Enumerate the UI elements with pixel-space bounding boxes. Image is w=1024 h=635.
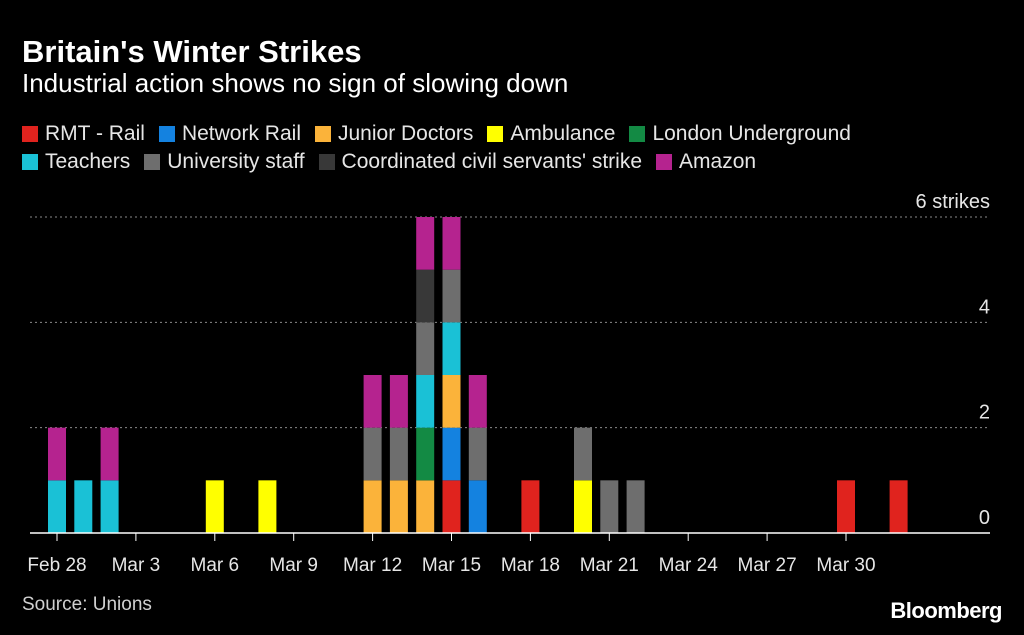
legend-item-university: University staff [144, 150, 305, 174]
x-tick-label: Feb 28 [27, 555, 86, 576]
chart-subtitle: Industrial action shows no sign of slowi… [22, 68, 569, 98]
bar-segment-teachers [48, 480, 66, 533]
y-tick-label: 4 [979, 296, 990, 318]
x-tick-label: Mar 24 [659, 555, 719, 576]
legend-item-network: Network Rail [158, 122, 301, 146]
chart-title: Britain's Winter Strikes [22, 34, 362, 69]
bar-segment-junior [442, 375, 461, 428]
legend-swatch [144, 154, 161, 170]
bar-segment-rmt [442, 480, 461, 533]
legend-item-underground: London Underground [629, 122, 851, 146]
bar-segment-teachers [100, 480, 119, 533]
x-tick-label: Mar 15 [422, 555, 481, 576]
bar-segment-underground [416, 427, 435, 481]
legend-label: Ambulance [510, 122, 616, 145]
legend-row: Teachers University staff Coordinated civi… [22, 148, 1012, 176]
legend-item-amazon: Amazon [656, 150, 756, 174]
x-tick-label: Mar 27 [738, 555, 797, 576]
x-tick-label: Mar 12 [343, 555, 402, 576]
bar-segment-university [468, 427, 487, 481]
legend-item-rmt: RMT - Rail [22, 122, 145, 146]
bar-segment-amazon [363, 375, 382, 428]
bar-segment-civil [416, 269, 435, 323]
x-tick-label: Mar 18 [501, 555, 560, 576]
bar-segment-teachers [416, 375, 435, 428]
bar-segment-junior [363, 480, 382, 533]
bar-segment-ambulance [574, 480, 592, 533]
bar-segment-amazon [48, 427, 66, 481]
bloomberg-logo: Bloomberg [890, 598, 1002, 623]
bar-segment-amazon [416, 217, 435, 270]
legend-label: Teachers [45, 150, 131, 173]
bar-segment-ambulance [258, 480, 277, 533]
x-tick-label: Mar 3 [112, 555, 161, 576]
bar-segment-amazon [442, 217, 461, 270]
legend-swatch [487, 126, 504, 142]
bar-segment-university [626, 480, 645, 533]
bar-segment-university [363, 427, 382, 481]
bar-segment-university [442, 269, 461, 323]
bar-segment-rmt [521, 480, 540, 533]
y-tick-label: 2 [979, 402, 990, 424]
bar-segment-university [416, 322, 435, 375]
bar-segment-amazon [389, 375, 408, 428]
legend-label: University staff [167, 150, 305, 173]
legend: RMT - Rail Network Rail Junior Doctors Ambu… [22, 120, 1012, 176]
bar-segment-rmt [837, 480, 855, 533]
legend-swatch [22, 154, 38, 170]
legend-swatch [158, 126, 175, 142]
legend-swatch [629, 126, 646, 142]
x-tick-label: Mar 9 [269, 555, 318, 576]
bar-segment-network [442, 427, 461, 481]
bar-segment-teachers [442, 322, 461, 375]
bar-segment-network [468, 480, 487, 533]
y-tick-label: 0 [979, 507, 990, 529]
legend-label: Amazon [679, 150, 757, 173]
bar-segment-amazon [100, 427, 119, 481]
bar-segment-amazon [468, 375, 487, 428]
x-tick-label: Mar 30 [816, 555, 875, 576]
bar-segment-university [389, 427, 408, 481]
bar-segment-university [574, 427, 592, 481]
legend-label: RMT - Rail [45, 122, 145, 145]
legend-row: RMT - Rail Network Rail Junior Doctors Ambu… [22, 120, 1012, 148]
y-tick-label: 6 strikes [916, 191, 990, 213]
bar-segment-rmt [889, 480, 908, 533]
legend-label: Junior Doctors [337, 122, 474, 145]
legend-item-junior: Junior Doctors [314, 122, 474, 146]
legend-swatch [656, 154, 673, 170]
legend-item-civil: Coordinated civil servants' strike [318, 150, 643, 174]
legend-swatch [314, 126, 331, 142]
bar-segment-junior [416, 480, 435, 533]
bar-segment-teachers [74, 480, 93, 533]
bar-segment-university [600, 480, 619, 533]
bar-segment-ambulance [205, 480, 224, 533]
legend-label: London Underground [652, 122, 851, 145]
legend-label: Network Rail [181, 122, 301, 145]
legend-swatch [318, 154, 335, 170]
x-tick-label: Mar 6 [191, 555, 240, 576]
source-note: Source: Unions [22, 594, 152, 615]
x-tick-label: Mar 21 [580, 555, 639, 576]
legend-label: Coordinated civil servants' strike [341, 150, 643, 173]
legend-item-ambulance: Ambulance [487, 122, 615, 146]
legend-item-teachers: Teachers [22, 150, 130, 174]
bar-segment-junior [389, 480, 408, 533]
legend-swatch [22, 126, 38, 142]
